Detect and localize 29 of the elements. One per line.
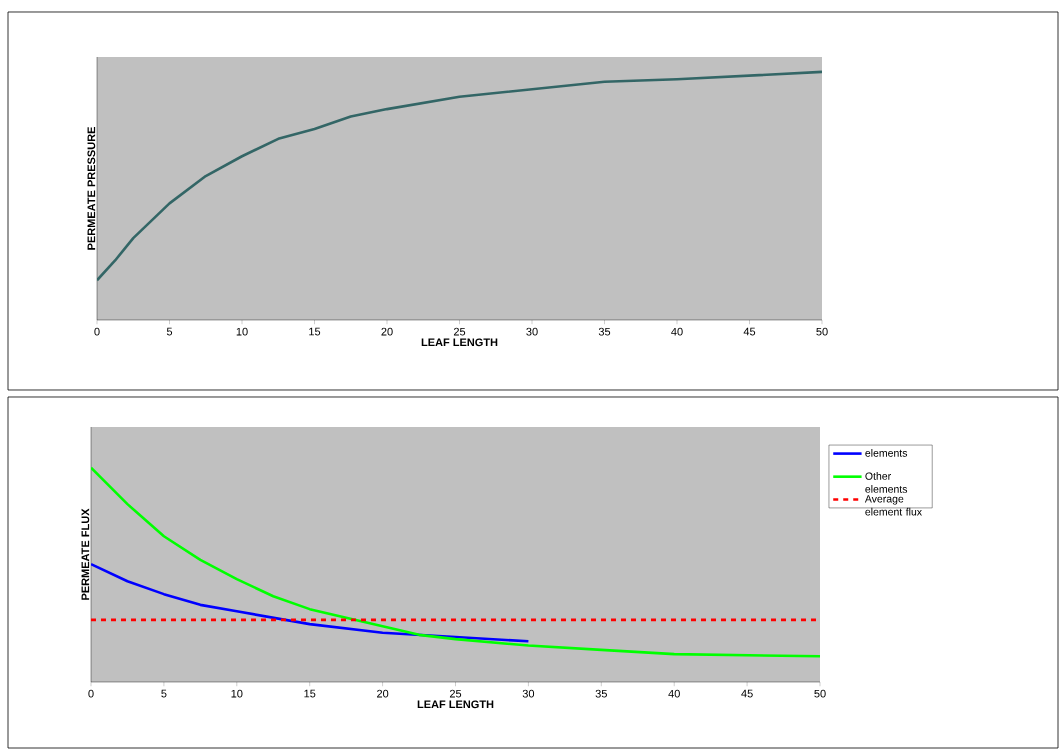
x-tick-label: 10 bbox=[236, 327, 248, 336]
x-tick-label: 35 bbox=[598, 327, 611, 336]
x-tick-label: 5 bbox=[166, 327, 173, 336]
x-tick-label: 20 bbox=[381, 327, 393, 336]
x-tick-label: 15 bbox=[304, 689, 316, 698]
x-tick-label: 30 bbox=[526, 327, 538, 336]
x-tick-label: 50 bbox=[814, 689, 826, 698]
x-tick-label: 0 bbox=[88, 689, 94, 698]
y-axis-title: PERMEATE PRESSURE bbox=[87, 127, 96, 250]
x-tick-label: 0 bbox=[94, 327, 100, 336]
x-tick-label: 45 bbox=[741, 689, 753, 698]
x-tick-label: 20 bbox=[377, 689, 389, 698]
x-tick-label: 50 bbox=[816, 327, 828, 336]
x-tick-label: 30 bbox=[522, 689, 535, 698]
x-axis-title: LEAF LENGTH bbox=[417, 700, 494, 709]
x-tick-label: 25 bbox=[449, 689, 462, 698]
x-tick-label: 5 bbox=[161, 689, 167, 698]
x-tick-label: 40 bbox=[668, 689, 680, 698]
x-axis-title: LEAF LENGTH bbox=[421, 338, 498, 347]
x-tick-label: 45 bbox=[743, 327, 756, 336]
legend-label: elements bbox=[865, 449, 908, 457]
y-axis-title: PERMEATE FLUX bbox=[81, 508, 90, 600]
x-tick-label: 40 bbox=[671, 327, 683, 336]
x-tick-label: 35 bbox=[595, 689, 607, 698]
x-tick-label: 25 bbox=[453, 327, 466, 336]
legend-label: Other elements bbox=[865, 472, 908, 493]
x-tick-label: 10 bbox=[231, 689, 243, 698]
legend-label: Average element flux bbox=[864, 495, 922, 516]
x-tick-label: 15 bbox=[309, 327, 321, 336]
